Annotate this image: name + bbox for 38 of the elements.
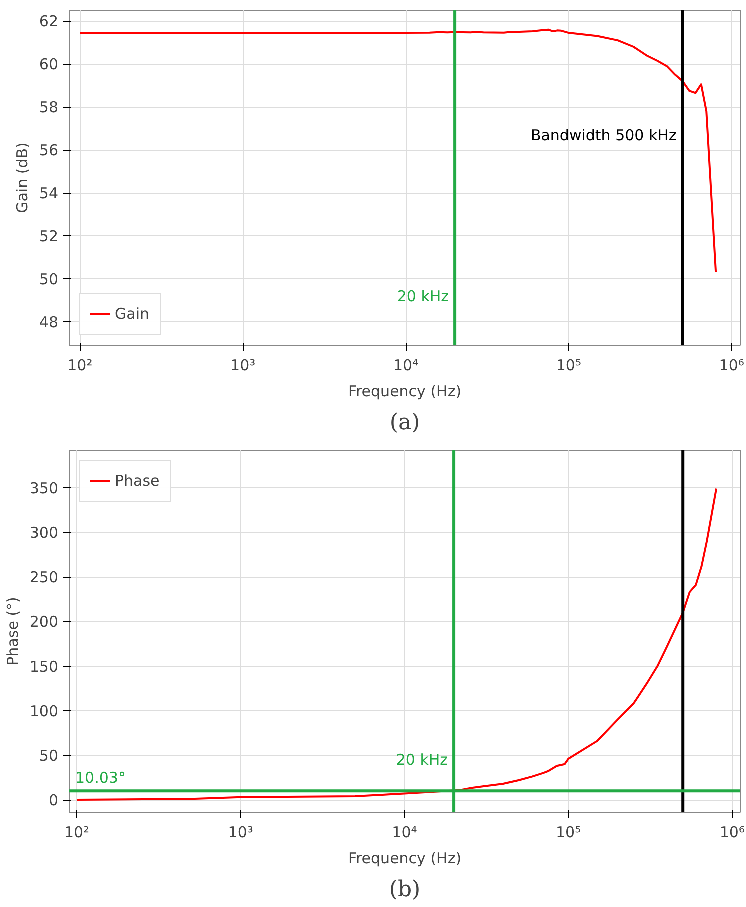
y-tick-label: 150	[30, 658, 59, 676]
x-tick-label: 10³	[228, 824, 254, 842]
text: (b)	[389, 878, 421, 902]
ref-line-label: 10.03°	[76, 769, 126, 788]
y-tick-label: 56	[39, 142, 59, 160]
y-tick-label: 50	[39, 270, 59, 288]
y-tick-label: 52	[39, 227, 59, 246]
y-tick-label: 58	[39, 98, 59, 117]
x-tick-label: 10⁵	[556, 824, 582, 842]
x-tick-label: 10³	[230, 356, 256, 374]
legend-label: Gain	[115, 305, 150, 323]
x-axis-title: Frequency (Hz)	[348, 850, 462, 868]
x-tick-label: 10⁴	[392, 824, 418, 842]
y-axis-title: Phase (°)	[4, 597, 22, 666]
y-tick-label: 200	[30, 613, 59, 632]
x-axis-title: Frequency (Hz)	[348, 382, 462, 400]
ref-line-label: 20 kHz	[397, 287, 450, 306]
y-tick-label: 60	[39, 56, 59, 74]
ref-line-label: 20 kHz	[396, 751, 448, 770]
y-tick-label: 54	[39, 184, 59, 203]
y-axis-title: Gain (dB)	[13, 142, 32, 214]
x-tick-label: 10⁴	[393, 356, 419, 374]
y-tick-label: 0	[48, 792, 59, 810]
y-tick-label: 50	[39, 746, 59, 765]
ref-line-label: Bandwidth 500 kHz	[530, 126, 677, 144]
y-tick-label: 62	[39, 12, 59, 31]
y-tick-label: 350	[30, 479, 59, 498]
legend-label: Phase	[115, 472, 160, 490]
x-tick-label: 10²	[68, 356, 93, 374]
y-tick-label: 48	[39, 313, 59, 332]
x-tick-label: 10⁶	[719, 356, 744, 374]
y-tick-label: 300	[30, 524, 59, 542]
x-tick-label: 10⁵	[556, 356, 582, 374]
y-tick-label: 250	[30, 568, 59, 587]
x-tick-label: 10²	[64, 824, 90, 842]
x-tick-label: 10⁶	[720, 824, 745, 842]
text: (a)	[390, 410, 420, 436]
y-tick-label: 100	[30, 702, 59, 720]
